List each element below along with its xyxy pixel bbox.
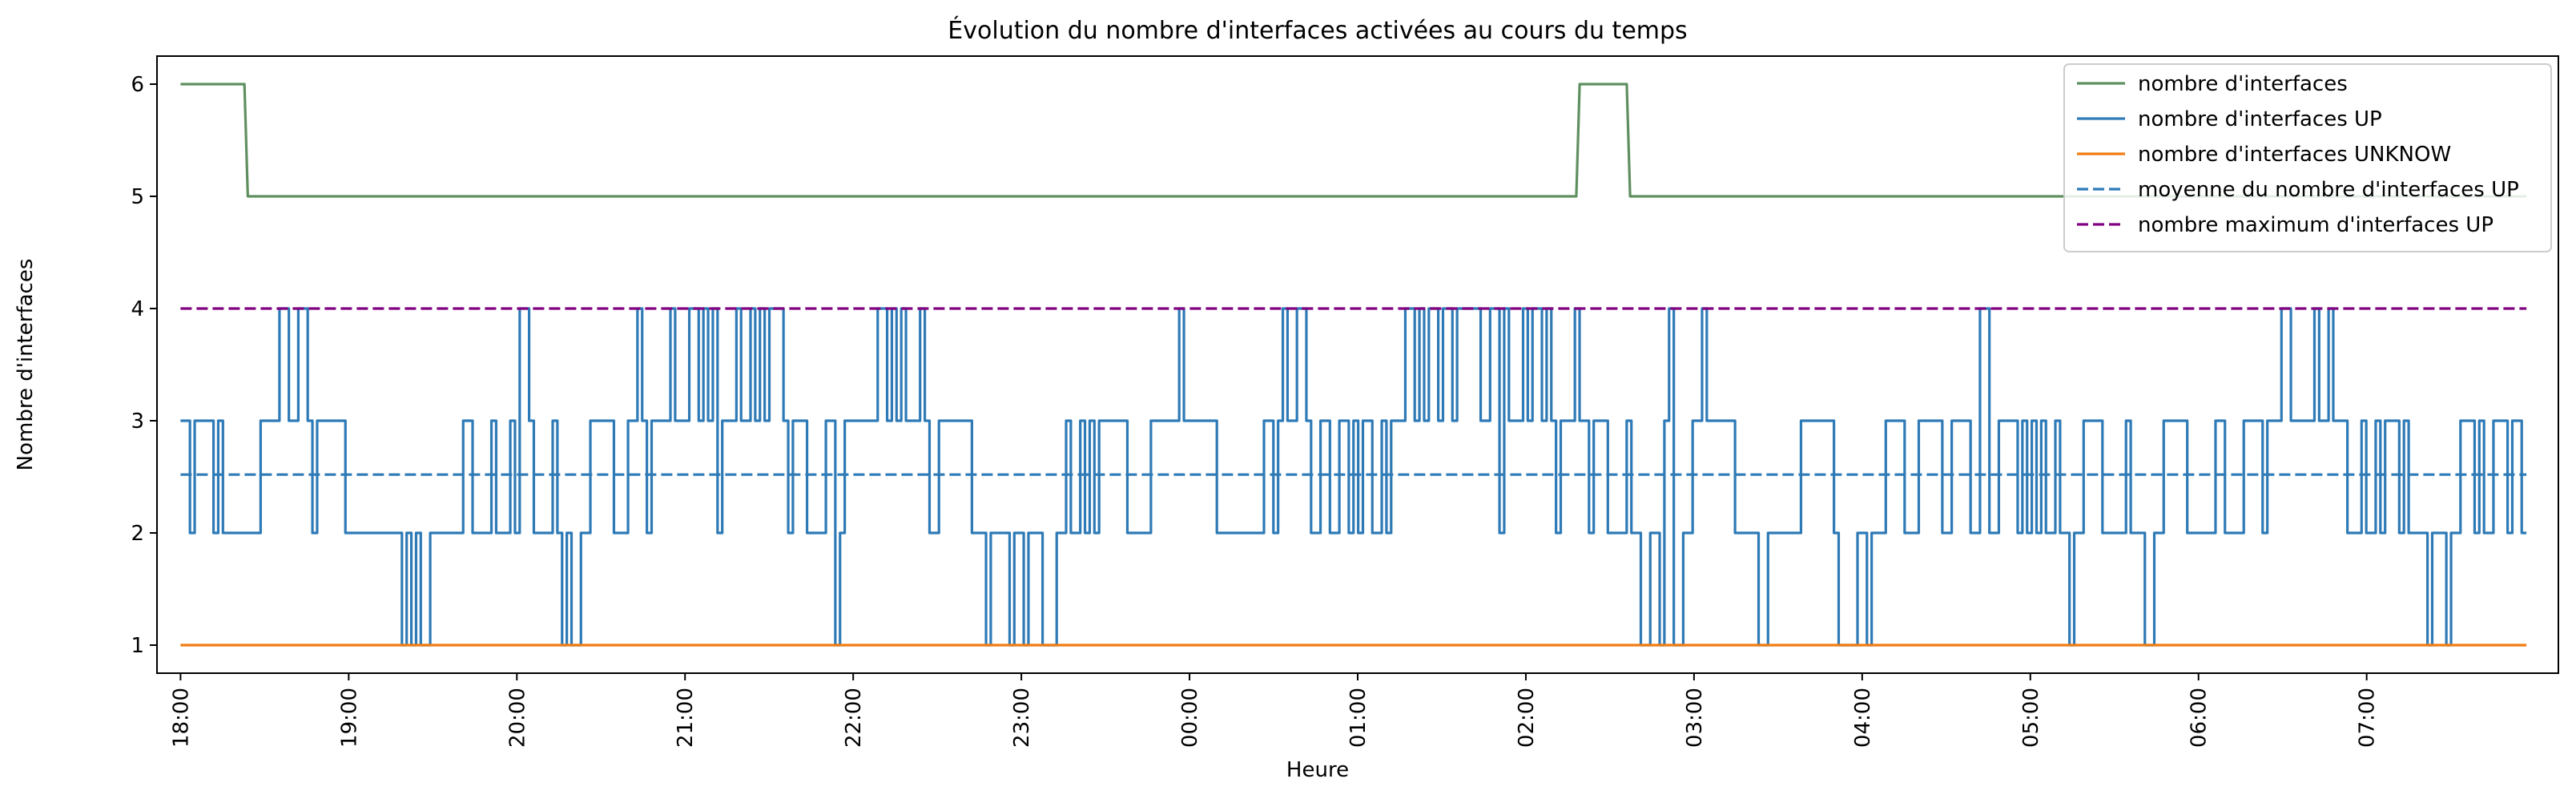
legend-label-moyenne-du-nombre-d-interfaces-up: moyenne du nombre d'interfaces UP xyxy=(2138,178,2519,202)
x-tick-label: 23:00 xyxy=(1010,688,1034,748)
legend-label-nombre-d-interfaces-up: nombre d'interfaces UP xyxy=(2138,107,2382,131)
y-tick-label: 4 xyxy=(131,297,144,321)
x-tick-label: 03:00 xyxy=(1683,688,1707,748)
y-tick-label: 6 xyxy=(131,73,144,97)
series-line-nombre-d-interfaces xyxy=(180,83,2527,198)
x-tick-label: 21:00 xyxy=(674,688,698,748)
x-tick-label: 19:00 xyxy=(337,688,361,748)
x-tick-label: 22:00 xyxy=(842,688,866,748)
x-axis-label: Heure xyxy=(1286,758,1349,782)
x-tick-label: 00:00 xyxy=(1178,688,1202,748)
chart-title: Évolution du nombre d'interfaces activée… xyxy=(948,16,1687,45)
y-tick-label: 5 xyxy=(131,185,144,209)
y-axis-label: Nombre d'interfaces xyxy=(14,259,38,471)
legend-label-nombre-d-interfaces: nombre d'interfaces xyxy=(2138,72,2348,96)
legend: nombre d'interfaces nombre d'interfaces U… xyxy=(2063,63,2552,252)
series-line-nombre-d-interfaces-up xyxy=(180,307,2527,647)
legend-label-nombre-maximum-d-interfaces-up: nombre maximum d'interfaces UP xyxy=(2138,213,2493,237)
y-tick-label: 2 xyxy=(131,522,144,546)
x-tick-label: 04:00 xyxy=(1851,688,1875,748)
legend-label-nombre-d-interfaces-unknow: nombre d'interfaces UNKNOW xyxy=(2138,143,2451,167)
x-tick-label: 20:00 xyxy=(505,688,529,748)
x-tick-label: 01:00 xyxy=(1346,688,1371,748)
x-tick-label: 18:00 xyxy=(169,688,193,748)
x-tick-label: 05:00 xyxy=(2019,688,2043,748)
legend-box xyxy=(2063,63,2552,252)
y-tick-label: 1 xyxy=(131,634,144,658)
x-tick-label: 02:00 xyxy=(1515,688,1539,748)
y-tick-label: 3 xyxy=(131,410,144,434)
x-tick-label: 06:00 xyxy=(2188,688,2212,748)
x-tick-label: 07:00 xyxy=(2356,688,2380,748)
